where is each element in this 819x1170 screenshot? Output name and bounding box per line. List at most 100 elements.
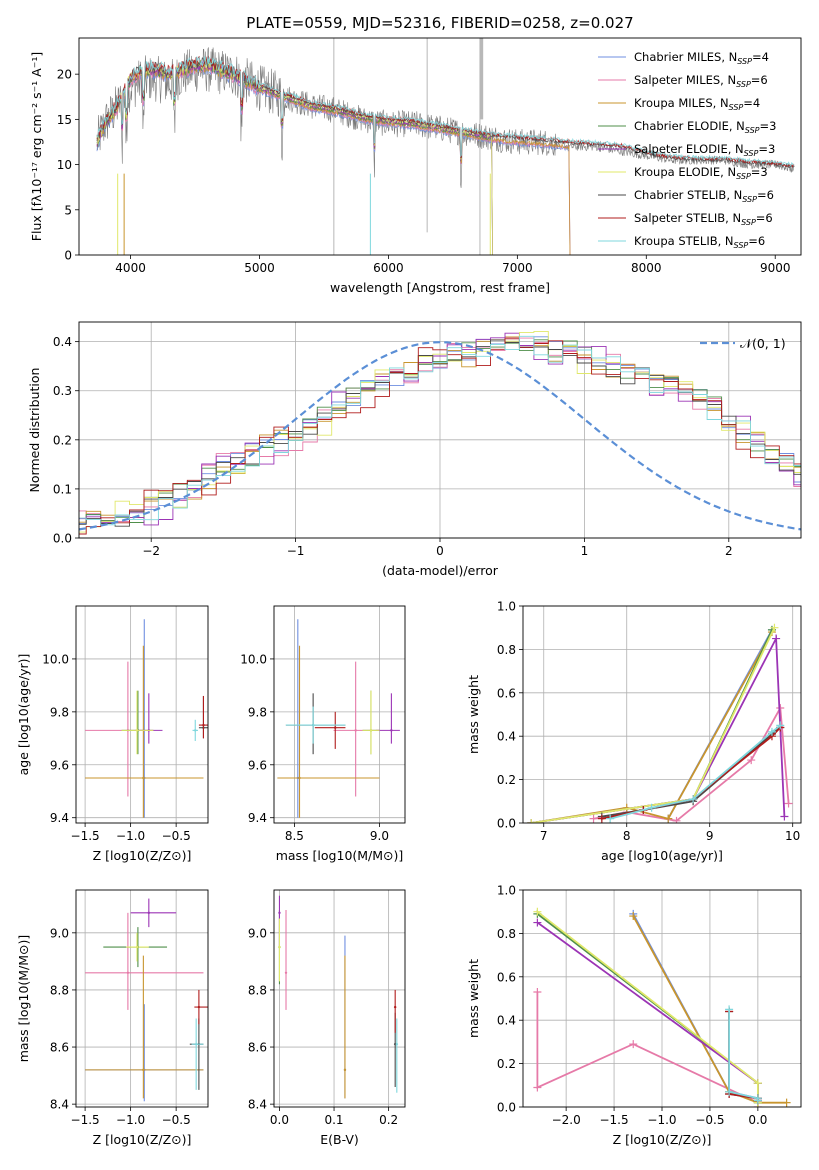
weight-marker	[784, 799, 793, 808]
mass-vs-ebv-ytick-label: 8.6	[248, 1041, 267, 1055]
age-vs-mass-points	[277, 619, 400, 818]
data-point	[343, 1068, 347, 1072]
data-point	[142, 1068, 145, 1072]
weight-vs-Z-axes: −2.0 −1.5 −1.0 −0.5 0.0 0.0 0.2 0.4 0.6 0.8 1.0 Z […	[466, 884, 801, 1147]
mass-vs-Z-xtick-label: −1.0	[116, 1113, 145, 1127]
age-vs-Z-ylabel: age [log10(age/yr)]	[16, 654, 31, 776]
spectrum-xtick-label: 8000	[631, 261, 662, 275]
legend-label: Kroupa ELODIE, NSSP=3	[634, 165, 768, 181]
weight-vs-Z-ytick-label: 0.6	[497, 970, 516, 984]
age-vs-Z-xlabel: Z [log10(Z/Z⊙)]	[93, 848, 192, 863]
age-vs-Z-ytick-label: 9.8	[50, 705, 69, 719]
age-vs-mass-ytick-label: 9.4	[248, 811, 267, 825]
spectrum-xtick-label: 9000	[760, 261, 791, 275]
data-point	[202, 723, 205, 727]
age-vs-mass-xtick-label: 9.0	[370, 829, 389, 843]
weight-vs-age-ytick-label: 0.4	[497, 730, 516, 744]
weight-marker	[725, 1087, 734, 1096]
residuals-legend: 𝒩(0, 1)	[700, 336, 786, 351]
age-vs-mass-ytick-label: 10.0	[240, 652, 267, 666]
age-vs-mass-ytick-label: 9.6	[248, 758, 267, 772]
legend-subscript: SSP	[736, 172, 751, 181]
weight-vs-age-ytick-label: 1.0	[497, 600, 516, 614]
mass-vs-ebv-ytick-label: 8.8	[248, 983, 267, 997]
residual-hist-salpeter-stelib	[79, 338, 801, 535]
weight-line-salpeter-stelib	[728, 1011, 759, 1101]
residuals-xtick-label: 1	[581, 544, 589, 558]
spectrum-model-chabrier-elodie	[96, 60, 493, 255]
weight-line-salpeter-miles	[593, 705, 790, 822]
legend-count: =6	[748, 234, 765, 248]
spectrum-xtick-label: 6000	[373, 261, 404, 275]
legend-subscript: SSP	[737, 57, 752, 66]
weight-marker	[533, 1083, 542, 1092]
legend-count: =3	[751, 165, 768, 179]
legend-count: =6	[756, 211, 773, 225]
residuals-hists	[79, 330, 801, 535]
weight-marker	[606, 814, 615, 823]
data-point	[311, 723, 315, 727]
spectrum-xtick-label: 7000	[502, 261, 533, 275]
weight-marker	[647, 803, 656, 812]
mass-vs-Z-points	[85, 898, 208, 1102]
weight-marker	[689, 795, 698, 804]
data-point	[298, 776, 301, 780]
mass-vs-ebv-xlabel: E(B-V)	[320, 1132, 359, 1147]
weight-line-salpeter-stelib	[601, 726, 781, 820]
legend-label: Kroupa MILES, NSSP=4	[634, 96, 760, 112]
mass-vs-ebv-xtick-label: 0.0	[270, 1113, 289, 1127]
weight-line-kroupa-miles	[531, 631, 773, 823]
weight-vs-age-ytick-label: 0.6	[497, 686, 516, 700]
weight-marker	[597, 814, 606, 823]
legend-label: Chabrier ELODIE, NSSP=3	[634, 119, 776, 135]
weight-vs-Z-ytick-label: 0.4	[497, 1014, 516, 1028]
data-point	[147, 911, 151, 915]
weight-vs-age-ylabel: mass weight	[466, 675, 481, 754]
weight-marker	[782, 1098, 791, 1107]
weight-marker	[780, 812, 789, 821]
weight-line-chabrier-stelib	[728, 1011, 759, 1101]
residuals-xtick-label: 2	[725, 544, 733, 558]
legend-subscript: SSP	[744, 149, 759, 158]
weight-marker	[672, 816, 681, 823]
legend-subscript: SSP	[741, 218, 756, 227]
data-point	[126, 971, 130, 975]
legend-label: Kroupa STELIB, NSSP=6	[634, 234, 765, 250]
spectrum-model-salpeter-stelib	[96, 55, 795, 168]
weight-marker	[629, 912, 638, 921]
age-vs-Z-ytick-label: 9.4	[50, 811, 69, 825]
weight-vs-Z-ytick-label: 0.0	[497, 1101, 516, 1115]
age-vs-mass-xtick-label: 8.5	[285, 829, 304, 843]
mass-vs-Z-ytick-label: 8.4	[50, 1098, 69, 1112]
residuals-xtick-label: −1	[287, 544, 305, 558]
residuals-ytick-label: 0.1	[53, 482, 72, 496]
weight-vs-age-lines	[527, 623, 793, 823]
weight-vs-Z-xtick-label: −2.0	[552, 1113, 581, 1127]
residuals-xtick-label: −2	[142, 544, 160, 558]
age-vs-Z-xtick-label: −1.0	[116, 829, 145, 843]
spectrum-xlabel: wavelength [Angstrom, rest frame]	[330, 280, 550, 295]
weight-marker	[747, 756, 756, 765]
data-point	[334, 726, 337, 729]
weight-line-salpeter-elodie	[531, 635, 786, 823]
data-point	[284, 971, 288, 975]
residuals-ylabel: Normed distribution	[27, 368, 42, 493]
age-vs-mass-ytick-label: 9.8	[248, 705, 267, 719]
weight-vs-Z-frame	[522, 889, 802, 1108]
legend-subscript: SSP	[742, 195, 757, 204]
mass-vs-ebv-axes: 0.0 0.1 0.2 8.4 8.6 8.8 9.0 E(B-V)	[248, 890, 405, 1147]
data-point	[278, 945, 281, 949]
mass-vs-ebv-points	[278, 895, 399, 1099]
legend-label: Salpeter MILES, NSSP=6	[634, 73, 768, 89]
data-point	[390, 729, 393, 732]
figure-title: PLATE=0559, MJD=52316, FIBERID=0258, z=0…	[246, 14, 633, 32]
age-vs-Z-ytick-label: 10.0	[42, 652, 69, 666]
spectrum-model-chabrier-miles	[96, 64, 571, 255]
legend-count: =4	[752, 50, 769, 64]
residual-hist-kroupa-stelib	[79, 335, 801, 526]
weight-line-kroupa-elodie	[531, 627, 776, 823]
mass-vs-ebv-xtick-label: 0.1	[324, 1113, 343, 1127]
weight-marker	[664, 814, 673, 823]
weight-vs-Z-ytick-label: 0.2	[497, 1057, 516, 1071]
weight-marker	[629, 1040, 638, 1049]
